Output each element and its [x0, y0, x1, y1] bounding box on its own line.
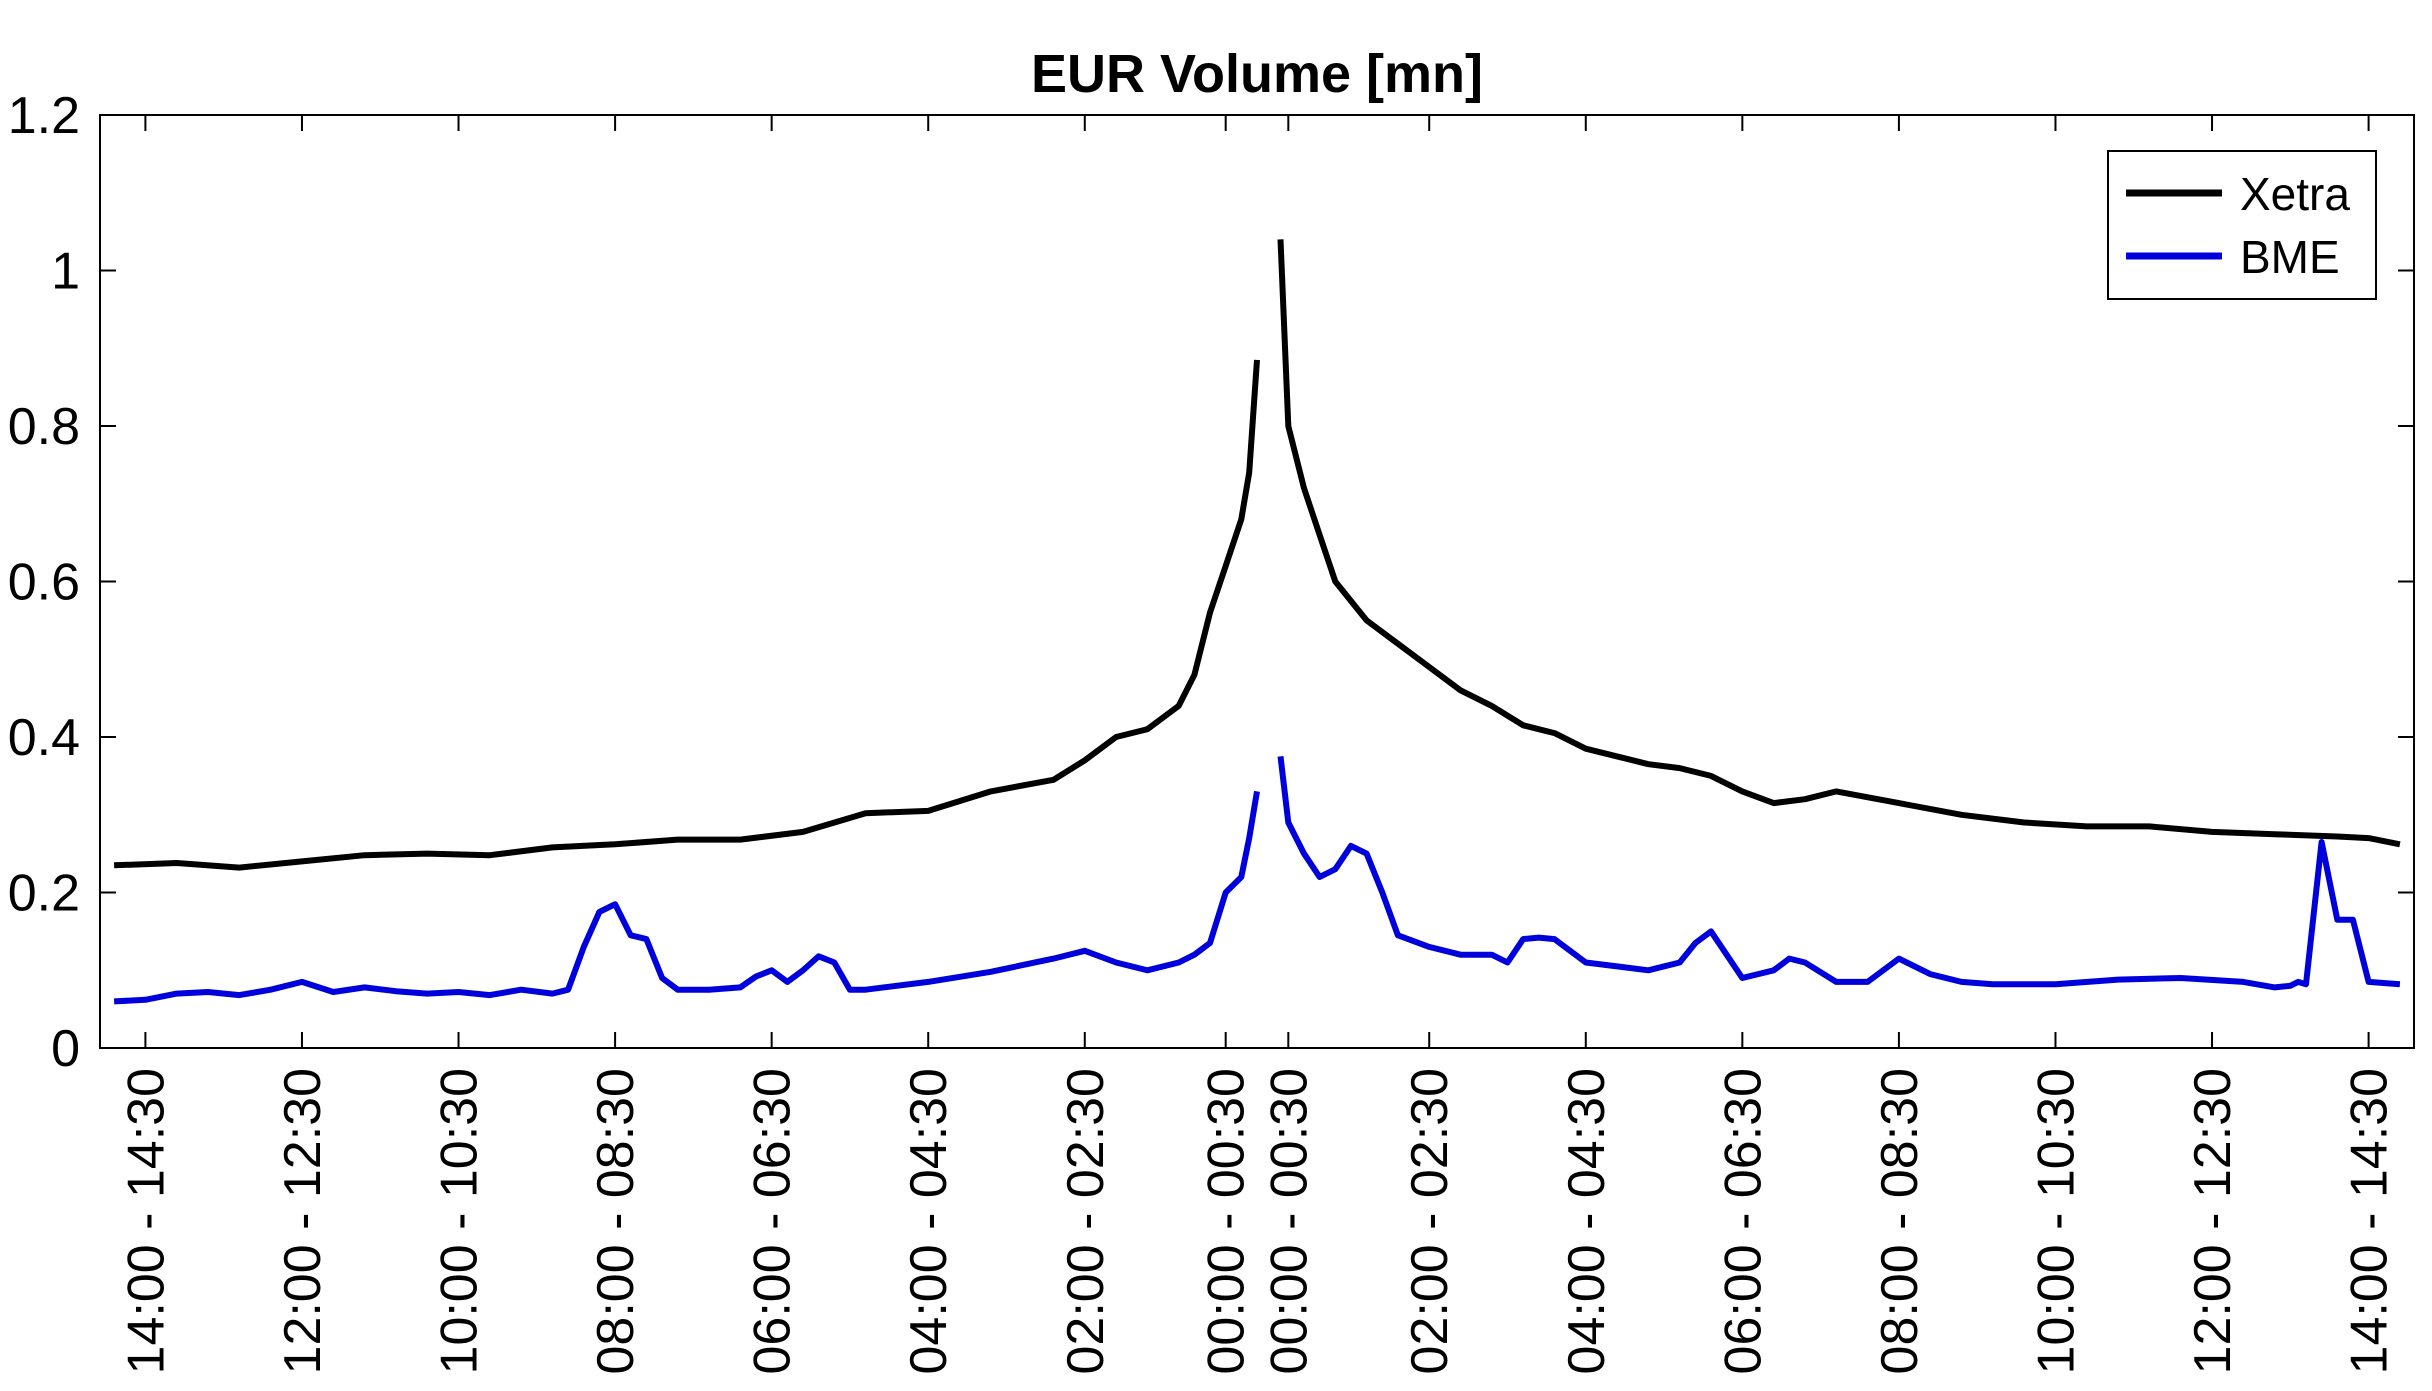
chart-title: EUR Volume [mn]: [1031, 44, 1483, 104]
y-tick-label: 0.4: [8, 709, 80, 767]
y-tick-label: 0: [51, 1020, 80, 1078]
y-tick-label: 0.8: [8, 398, 80, 456]
x-tick-label: 04:00 - 04:30: [1558, 1068, 1616, 1374]
y-tick-label: 1: [51, 243, 80, 301]
x-tick-label: 14:00 - 14:30: [117, 1068, 175, 1374]
x-tick-label: 12:00 - 12:30: [274, 1068, 332, 1374]
legend: Xetra BME: [2107, 150, 2377, 300]
x-tick-label: 08:00 - 08:30: [1871, 1068, 1929, 1374]
series-line-xetra-segment-1: [113, 359, 1260, 871]
x-tick-label: 06:00 - 06:30: [744, 1068, 802, 1374]
series-line-bme-segment-1: [113, 790, 1260, 1005]
y-tick-label: 1.2: [8, 87, 80, 145]
y-tick-label: 0.6: [8, 554, 80, 612]
series-line-xetra-segment-2: [1277, 239, 2401, 848]
x-tick-label: 00:00 - 00:30: [1198, 1068, 1256, 1374]
axes-layer: 0 0.2 0.4 0.6 0.8 1 1.2 14:00 - 14:30 12:00 - 12…: [8, 87, 2415, 1374]
legend-label-bme: BME: [2240, 231, 2340, 283]
x-tick-label: 08:00 - 08:30: [587, 1068, 645, 1374]
x-tick-label: 04:00 - 04:30: [900, 1068, 958, 1374]
x-tick-label: 02:00 - 02:30: [1057, 1068, 1115, 1374]
plot-area-border: [99, 114, 2415, 1049]
legend-label-xetra: Xetra: [2240, 168, 2350, 220]
x-tick-label: 14:00 - 14:30: [2341, 1068, 2399, 1374]
series-line-bme-segment-2: [1277, 756, 2401, 991]
x-tick-label: 10:00 - 10:30: [431, 1068, 489, 1374]
x-tick-label: 10:00 - 10:30: [2027, 1068, 2085, 1374]
x-tick-label: 06:00 - 06:30: [1714, 1068, 1772, 1374]
x-tick-label: 00:00 - 00:30: [1260, 1068, 1318, 1374]
legend-box: [2107, 150, 2377, 300]
y-tick-label: 0.2: [8, 865, 80, 923]
x-tick-label: 12:00 - 12:30: [2184, 1068, 2242, 1374]
x-tick-label: 02:00 - 02:30: [1401, 1068, 1459, 1374]
series-layer: [113, 239, 2401, 1005]
